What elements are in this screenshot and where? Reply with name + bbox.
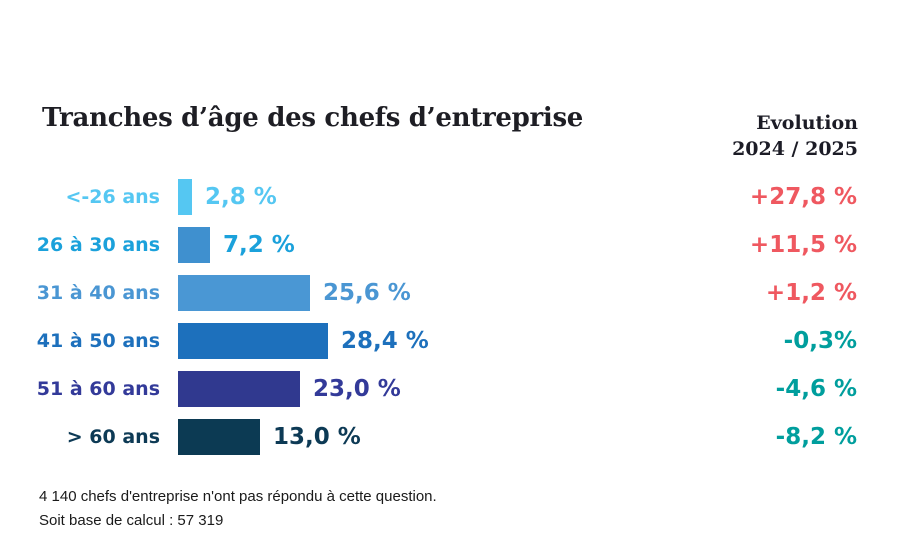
category-label: 41 à 50 ans xyxy=(36,330,160,352)
chart-row-26-30: 26 à 30 ans 7,2 % +11,5 % xyxy=(0,221,903,269)
value-label: 7,2 % xyxy=(223,232,295,258)
chart-row-41-50: 41 à 50 ans 28,4 % -0,3% xyxy=(0,317,903,365)
bar-26-30 xyxy=(178,227,210,263)
bar-51-60 xyxy=(178,371,300,407)
category-label: <-26 ans xyxy=(65,186,160,208)
chart-row-under-26: <-26 ans 2,8 % +27,8 % xyxy=(0,173,903,221)
category-label: > 60 ans xyxy=(66,426,160,448)
evolution-value: +11,5 % xyxy=(749,232,857,258)
category-label: 51 à 60 ans xyxy=(36,378,160,400)
chart-row-51-60: 51 à 60 ans 23,0 % -4,6 % xyxy=(0,365,903,413)
value-label: 23,0 % xyxy=(313,376,401,402)
evolution-value: -0,3% xyxy=(783,328,857,354)
chart-row-31-40: 31 à 40 ans 25,6 % +1,2 % xyxy=(0,269,903,317)
bar-under-26 xyxy=(178,179,192,215)
footnote-line2: Soit base de calcul : 57 319 xyxy=(39,512,224,529)
evolution-value: -8,2 % xyxy=(775,424,857,450)
bar-31-40 xyxy=(178,275,310,311)
chart-title: Tranches d’âge des chefs d’entreprise xyxy=(42,103,584,133)
value-label: 2,8 % xyxy=(205,184,277,210)
bar-41-50 xyxy=(178,323,328,359)
evolution-header-line2: 2024 / 2025 xyxy=(732,138,858,160)
value-label: 13,0 % xyxy=(273,424,361,450)
evolution-header-line1: Evolution xyxy=(756,112,858,134)
evolution-value: +1,2 % xyxy=(765,280,857,306)
evolution-value: -4,6 % xyxy=(775,376,857,402)
value-label: 28,4 % xyxy=(341,328,429,354)
evolution-value: +27,8 % xyxy=(749,184,857,210)
evolution-column-header: Evolution 2024 / 2025 xyxy=(732,110,858,162)
footnote-line1: 4 140 chefs d'entreprise n'ont pas répon… xyxy=(39,488,437,505)
footnote: 4 140 chefs d'entreprise n'ont pas répon… xyxy=(39,485,437,533)
category-label: 31 à 40 ans xyxy=(36,282,160,304)
chart-row-over-60: > 60 ans 13,0 % -8,2 % xyxy=(0,413,903,461)
category-label: 26 à 30 ans xyxy=(36,234,160,256)
bar-over-60 xyxy=(178,419,260,455)
value-label: 25,6 % xyxy=(323,280,411,306)
